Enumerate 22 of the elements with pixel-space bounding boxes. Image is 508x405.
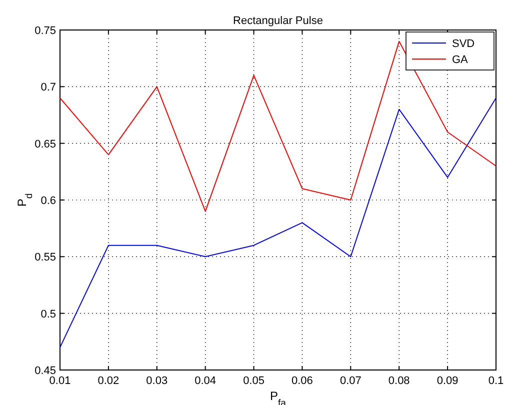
y-tick-label: 0.45 xyxy=(34,365,56,377)
y-tick-label: 0.55 xyxy=(34,252,56,264)
y-tick-label: 0.7 xyxy=(40,82,56,94)
x-tick-label: 0.07 xyxy=(340,375,362,387)
x-tick-label: 0.08 xyxy=(388,375,410,387)
line-series xyxy=(60,40,496,212)
x-tick-label: 0.02 xyxy=(98,375,120,387)
y-tick-label: 0.75 xyxy=(34,25,56,37)
x-tick-label: 0.03 xyxy=(146,375,168,387)
x-tick-label: 0.01 xyxy=(49,375,71,387)
y-tick-label: 0.5 xyxy=(40,308,56,320)
y-tick-label: 0.65 xyxy=(34,138,56,150)
x-tick-label: 0.05 xyxy=(243,375,264,387)
legend-label: SVD xyxy=(452,38,475,50)
x-tick-label: 0.04 xyxy=(194,375,216,387)
x-tick-label: 0.1 xyxy=(488,375,504,387)
chart-title: Rectangular Pulse xyxy=(233,15,323,27)
legend-label: GA xyxy=(452,54,469,66)
x-tick-label: 0.09 xyxy=(436,375,458,387)
y-tick-label: 0.6 xyxy=(40,195,56,207)
line-series xyxy=(60,98,496,348)
x-tick-label: 0.06 xyxy=(292,375,313,387)
